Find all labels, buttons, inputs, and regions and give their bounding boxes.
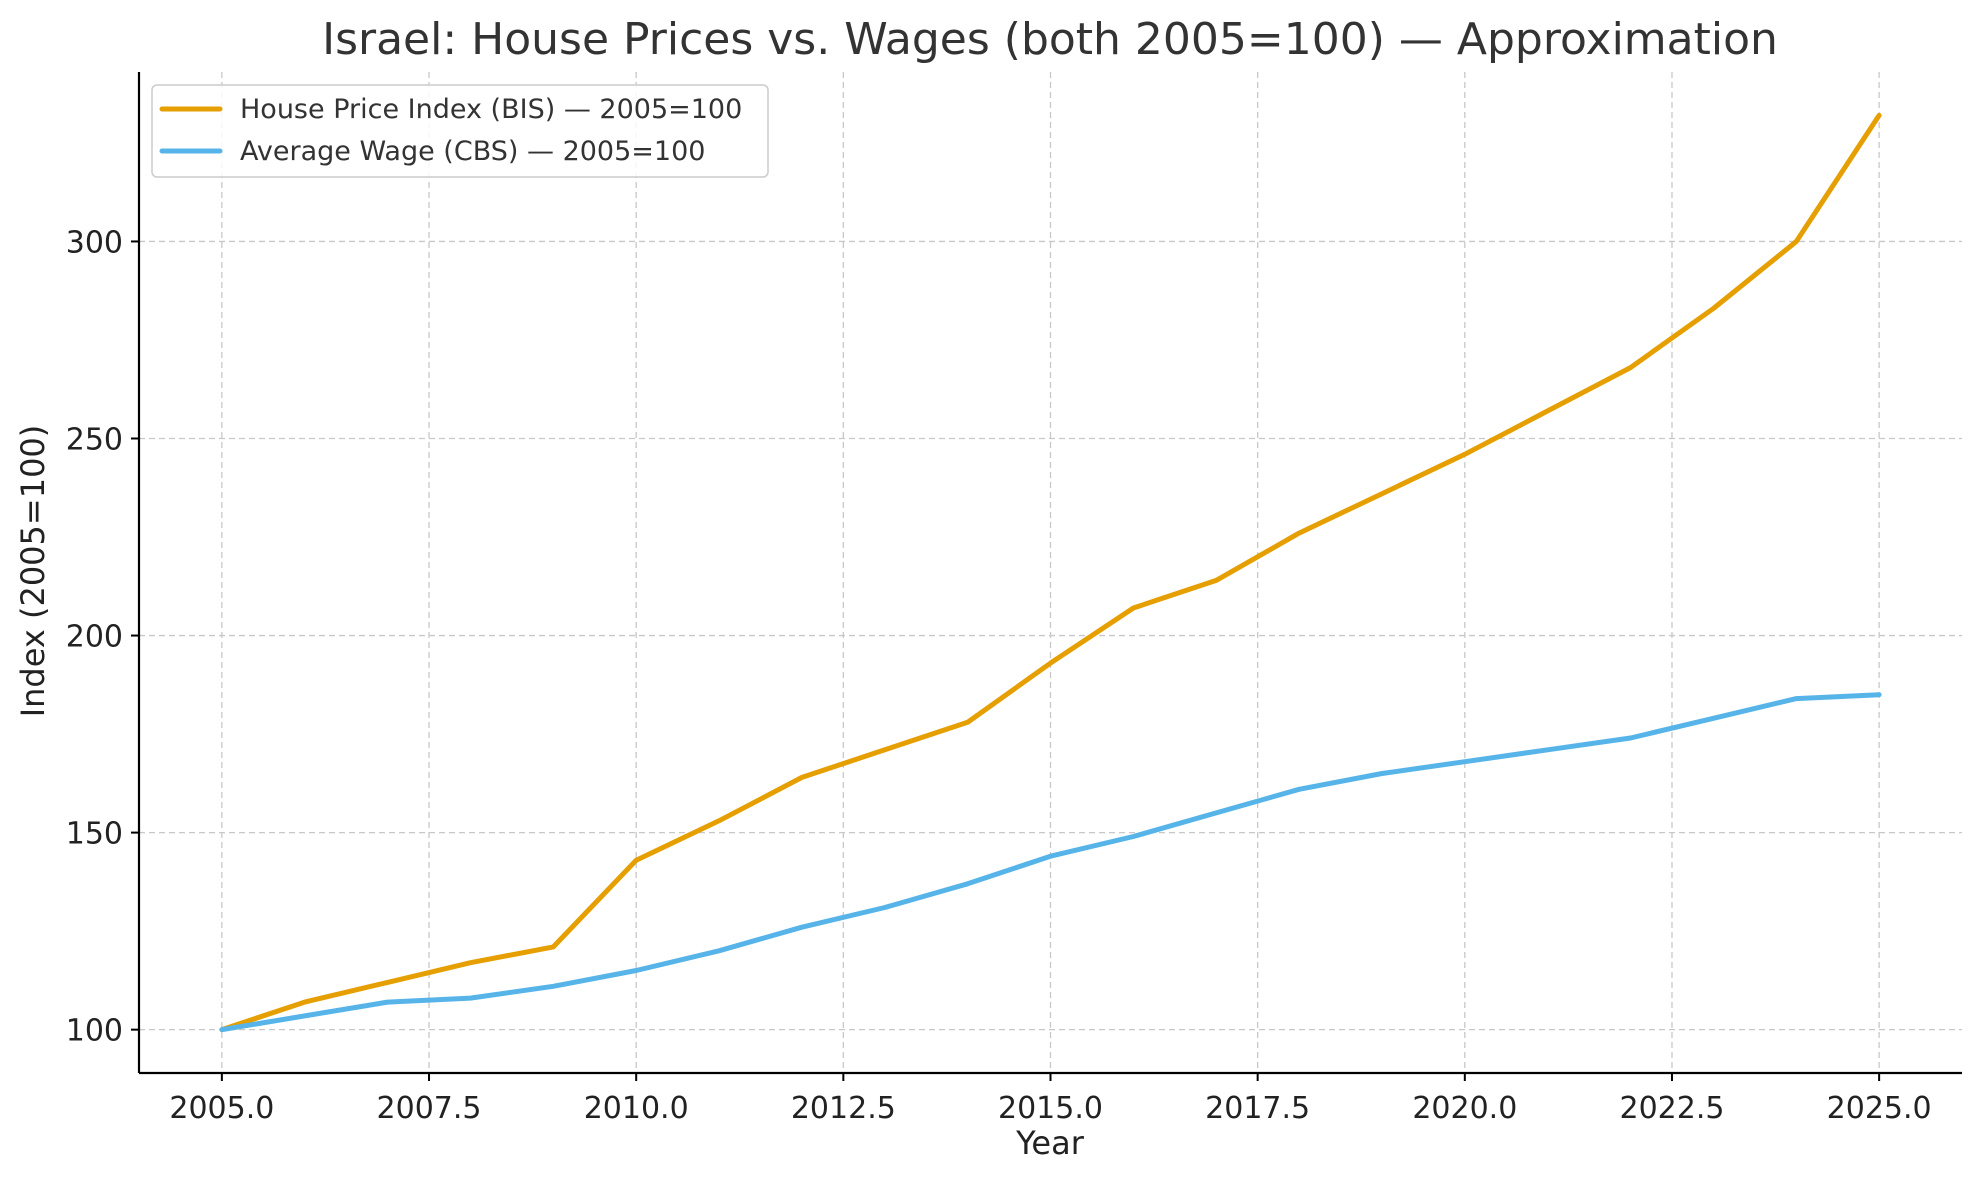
legend-box bbox=[151, 84, 769, 178]
y-tick-label: 100 bbox=[66, 1014, 123, 1049]
x-tick-label: 2012.5 bbox=[791, 1091, 896, 1126]
tick-labels: 2005.0 2007.5 2010.0 2012.5 2015.0 2017.5 2020… bbox=[66, 225, 1932, 1126]
y-tick-label: 250 bbox=[66, 423, 123, 458]
x-tick-label: 2010.0 bbox=[584, 1091, 689, 1126]
x-tick-label: 2015.0 bbox=[998, 1091, 1103, 1126]
chart-title: Israel: House Prices vs. Wages (both 200… bbox=[322, 14, 1778, 65]
grid-lines bbox=[139, 72, 1962, 1073]
x-tick-label: 2020.0 bbox=[1412, 1091, 1517, 1126]
legend: House Price Index (BIS) — 2005=100 Averag… bbox=[151, 84, 769, 178]
x-tick-label: 2007.5 bbox=[377, 1091, 482, 1126]
x-tick-label: 2005.0 bbox=[169, 1091, 274, 1126]
x-tick-label: 2022.5 bbox=[1619, 1091, 1724, 1126]
y-tick-label: 200 bbox=[66, 620, 123, 655]
x-tick-label: 2017.5 bbox=[1205, 1091, 1310, 1126]
y-tick-label: 300 bbox=[66, 225, 123, 260]
series-line-house-price-index bbox=[219, 112, 1882, 1033]
legend-label: House Price Index (BIS) — 2005=100 bbox=[240, 94, 742, 125]
series-lines bbox=[219, 112, 1882, 1033]
legend-label: Average Wage (CBS) — 2005=100 bbox=[240, 136, 705, 167]
x-tick-label: 2025.0 bbox=[1827, 1091, 1932, 1126]
x-axis-label: Year bbox=[1015, 1124, 1085, 1162]
y-tick-label: 150 bbox=[66, 817, 123, 852]
series-line-average-wage bbox=[219, 692, 1882, 1033]
y-axis-label: Index (2005=100) bbox=[14, 425, 52, 718]
